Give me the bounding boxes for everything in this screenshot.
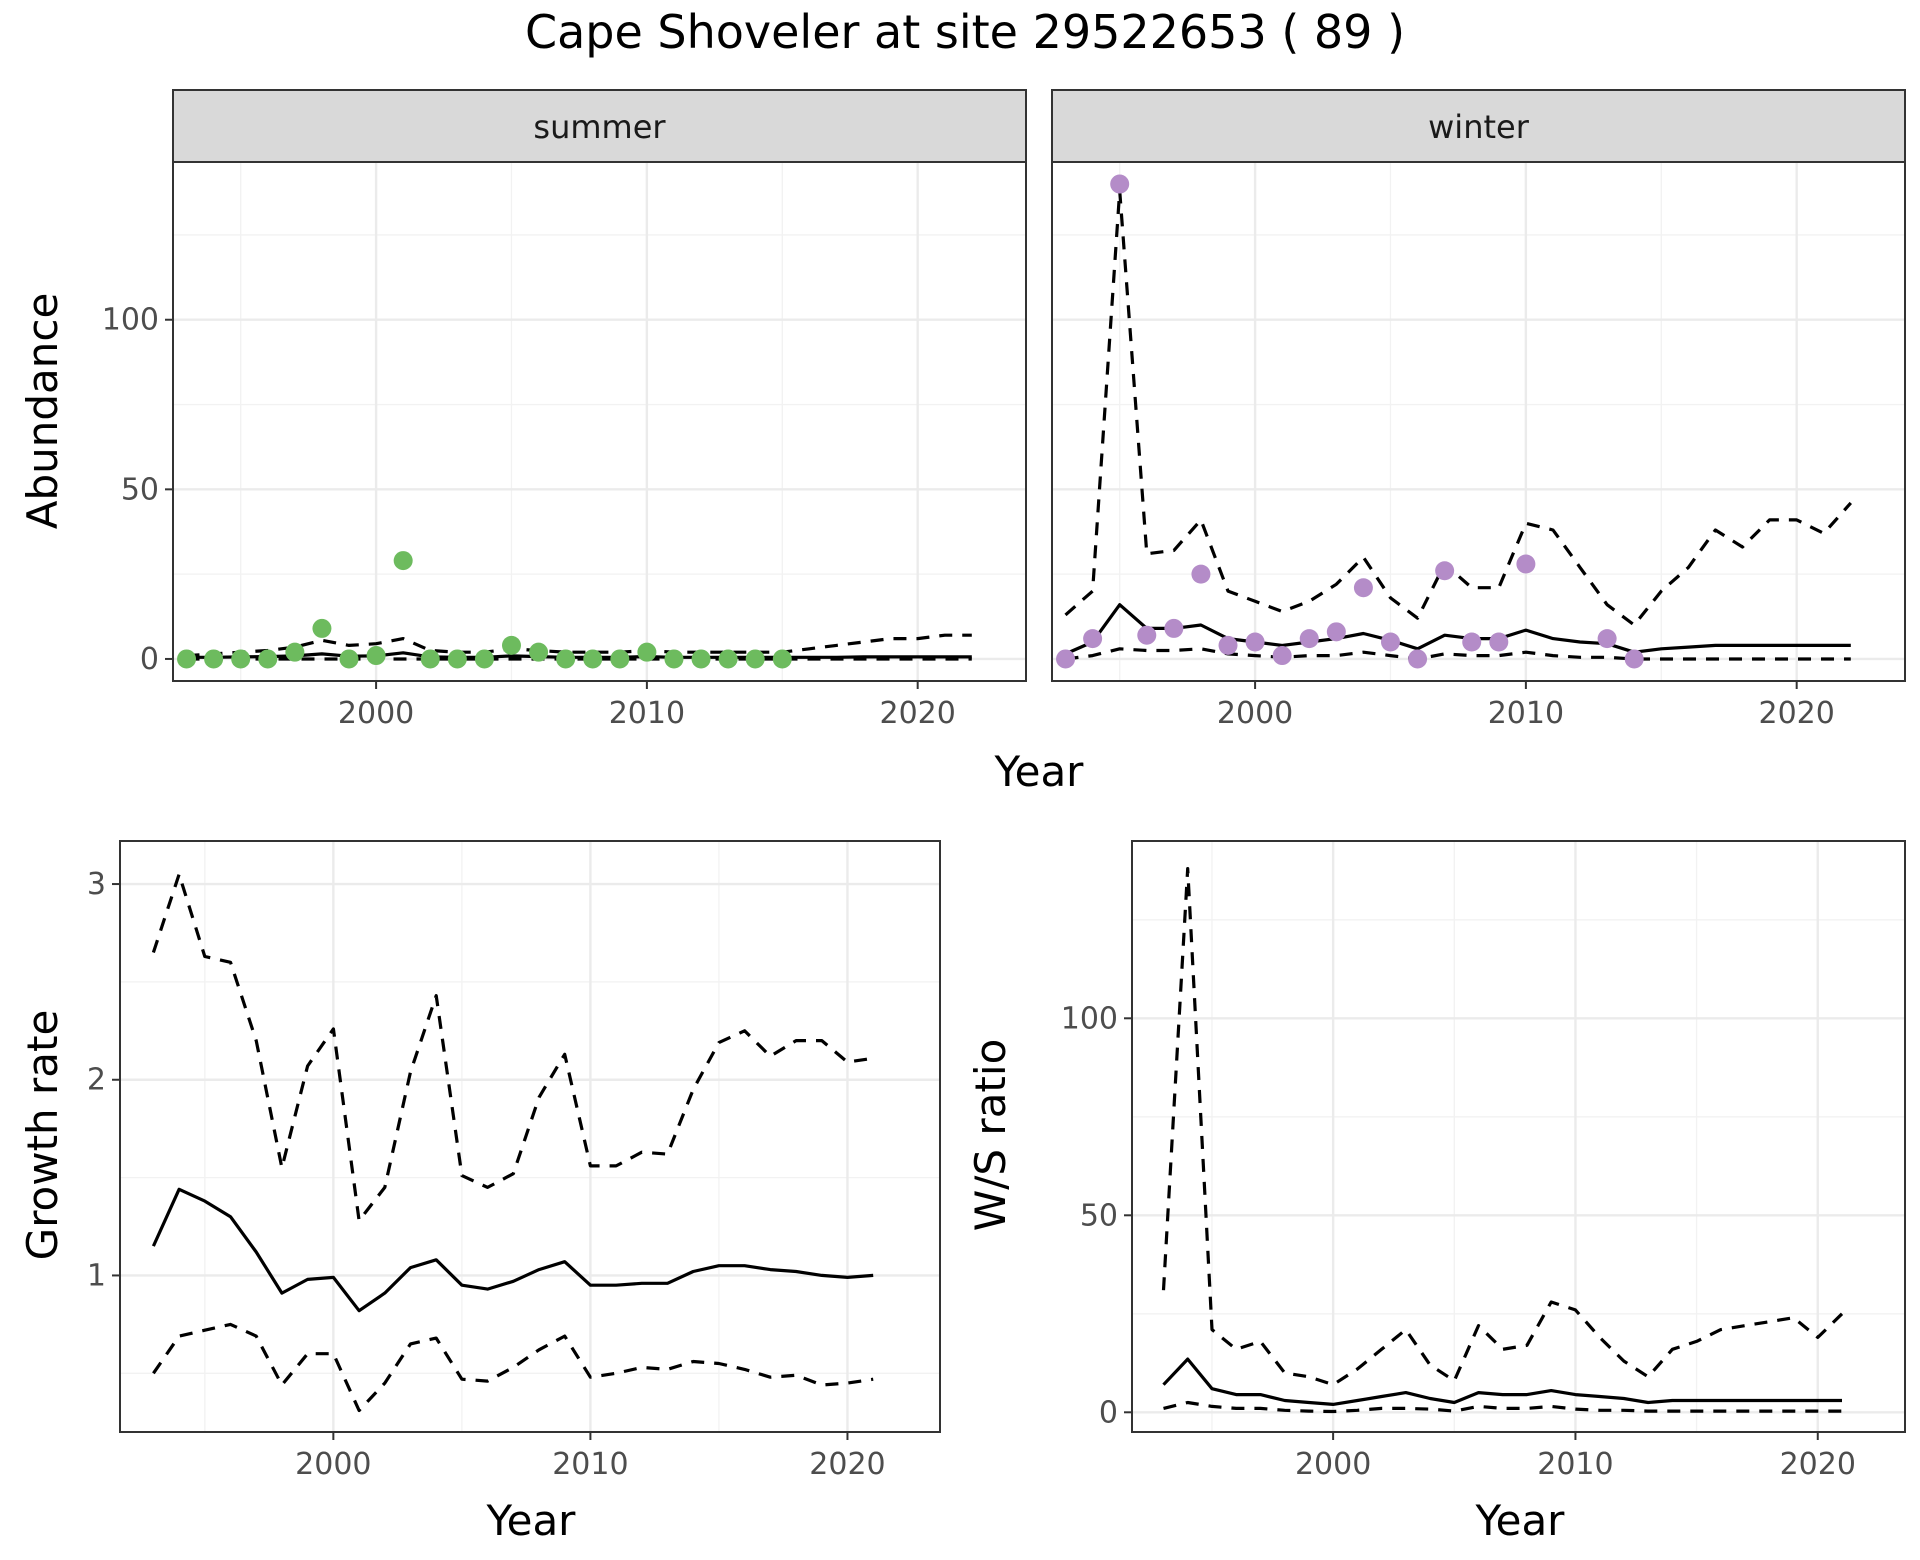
summer-data-point	[745, 649, 765, 669]
summer-data-point	[312, 618, 332, 638]
abundance-axis-title: Abundance	[18, 293, 67, 530]
growth-x-tick-label: 2000	[295, 1447, 371, 1482]
winter-strip-label: winter	[1428, 108, 1530, 146]
summer-data-point	[420, 649, 440, 669]
summer-data-point	[583, 649, 603, 669]
summer-data-point	[637, 642, 657, 662]
summer-data-point	[339, 649, 359, 669]
summer-upper-ci-line	[186, 633, 972, 658]
growth-x-tick-label: 2020	[809, 1447, 885, 1482]
winter-mean-line	[1064, 603, 1851, 656]
winter-x-tick-label: 2000	[1217, 696, 1293, 731]
winter-data-point	[1164, 618, 1184, 638]
winter-data-point	[1056, 649, 1076, 669]
ratio-gridlines	[1132, 841, 1905, 1432]
winter-data-point	[1462, 632, 1482, 652]
summer-data-point	[664, 649, 684, 669]
ratio-panel-border	[1131, 840, 1906, 1433]
growth-lower-ci-line	[152, 1322, 874, 1413]
summer-panel: summer Abundance 0 50 100 2000 2010 2020	[18, 89, 1027, 731]
winter-data-point	[1083, 629, 1103, 649]
summer-data-point	[610, 649, 630, 669]
winter-x-tick-label: 2010	[1488, 696, 1564, 731]
summer-panel-border	[172, 161, 1027, 682]
summer-x-tick-label: 2020	[880, 696, 956, 731]
summer-strip-label: summer	[533, 108, 666, 146]
summer-data-point	[258, 649, 278, 669]
winter-data-point	[1110, 174, 1130, 194]
growth-rate-axis-title: Growth rate	[18, 1010, 67, 1261]
summer-data-point	[556, 649, 576, 669]
winter-upper-ci-line	[1064, 189, 1852, 627]
ws-year-axis-title: Year	[1475, 1496, 1566, 1545]
winter-panel-border	[1051, 161, 1906, 682]
winter-data-point	[1380, 632, 1400, 652]
summer-data-point	[393, 551, 413, 571]
summer-x-tick-label: 2000	[338, 696, 414, 731]
ratio-y-tick-label: 50	[1080, 1198, 1118, 1233]
ratio-x-tick-label: 2000	[1295, 1447, 1371, 1482]
summer-y-tick-label: 0	[140, 642, 159, 677]
growth-panel-border	[119, 840, 941, 1433]
ratio-upper-ci-line	[1161, 867, 1844, 1387]
winter-x-tick-label: 2020	[1759, 696, 1835, 731]
summer-data-point	[177, 649, 197, 669]
winter-data-point	[1137, 625, 1157, 645]
summer-data-point	[501, 635, 521, 655]
winter-panel: winter 2000 2010 2020	[1051, 89, 1906, 731]
growth-y-tick-label: 3	[87, 867, 106, 902]
growth-x-tick-label: 2010	[552, 1447, 628, 1482]
top-year-axis-title: Year	[994, 747, 1085, 796]
summer-mean-line	[186, 651, 972, 659]
winter-gridlines	[1052, 162, 1905, 681]
winter-data-point	[1624, 649, 1644, 669]
summer-data-point	[204, 649, 224, 669]
winter-data-point	[1245, 632, 1265, 652]
summer-x-tick-label: 2010	[609, 696, 685, 731]
summer-data-point	[285, 642, 305, 662]
growth-gridlines	[120, 841, 940, 1432]
growth-upper-ci-line	[151, 872, 874, 1223]
summer-data-point	[718, 649, 738, 669]
winter-data-point	[1489, 632, 1509, 652]
growth-y-tick-label: 2	[87, 1063, 106, 1098]
winter-lower-ci-line	[1065, 647, 1851, 661]
summer-strip	[172, 89, 1027, 163]
winter-data-point	[1326, 622, 1346, 642]
winter-data-point	[1597, 629, 1617, 649]
ratio-y-tick-label: 100	[1061, 1001, 1118, 1036]
winter-data-point	[1408, 649, 1428, 669]
winter-data-point	[1516, 554, 1536, 574]
winter-data-point	[1218, 635, 1238, 655]
winter-data-point	[1272, 646, 1292, 666]
growth-y-tick-label: 1	[87, 1258, 106, 1293]
ws-ratio-axis-title: W/S ratio	[966, 1039, 1015, 1232]
summer-data-point	[447, 649, 467, 669]
summer-data-point	[366, 646, 386, 666]
summer-data-point	[231, 649, 251, 669]
summer-data-point	[772, 649, 792, 669]
growth-year-axis-title: Year	[486, 1496, 577, 1545]
winter-data-point	[1299, 629, 1319, 649]
summer-data-point	[529, 642, 549, 662]
winter-data-point	[1191, 564, 1211, 584]
growth-rate-panel: Growth rate Year 1 2 3 2000 2010 2020	[18, 840, 941, 1545]
winter-data-point	[1353, 578, 1373, 598]
ratio-y-tick-label: 0	[1099, 1395, 1118, 1430]
winter-data-point	[1435, 561, 1455, 581]
summer-data-point	[691, 649, 711, 669]
summer-y-tick-label: 100	[102, 303, 159, 338]
chart-title: Cape Shoveler at site 29522653 ( 89 )	[525, 5, 1405, 59]
summer-y-tick-label: 50	[121, 472, 159, 507]
ratio-mean-line	[1162, 1357, 1842, 1406]
ratio-x-tick-label: 2010	[1537, 1447, 1613, 1482]
growth-mean-line	[151, 1187, 874, 1313]
ratio-x-tick-label: 2020	[1780, 1447, 1856, 1482]
ws-ratio-panel: W/S ratio Year 0 50 100 2000 2010 2020	[966, 840, 1906, 1545]
summer-data-point	[474, 649, 494, 669]
